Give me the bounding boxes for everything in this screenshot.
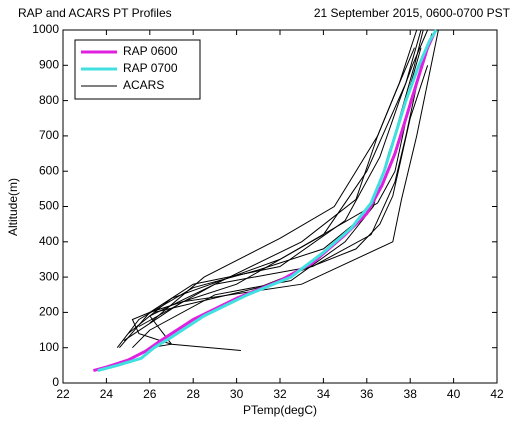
x-tick-label: 36 [360, 387, 374, 401]
x-tick-label: 26 [143, 387, 157, 401]
y-tick-label: 800 [39, 93, 59, 107]
chart-subtitle: 21 September 2015, 0600-0700 PST [314, 6, 511, 20]
x-tick-label: 42 [490, 387, 504, 401]
legend-label: RAP 0600 [123, 44, 178, 58]
acars-line [149, 47, 415, 324]
y-tick-label: 1000 [32, 22, 59, 36]
acars-line [153, 65, 429, 313]
x-tick-label: 40 [447, 387, 461, 401]
x-tick-label: 32 [273, 387, 287, 401]
y-tick-label: 200 [39, 305, 59, 319]
x-axis-label: PTemp(degC) [243, 403, 317, 417]
x-tick-label: 22 [56, 387, 70, 401]
y-tick-label: 100 [39, 340, 59, 354]
acars-line [119, 29, 429, 349]
y-tick-label: 500 [39, 199, 59, 213]
acars-line [131, 29, 422, 351]
y-tick-label: 300 [39, 269, 59, 283]
x-tick-label: 28 [187, 387, 201, 401]
legend-label: ACARS [123, 78, 164, 92]
chart-title: RAP and ACARS PT Profiles [18, 6, 172, 20]
y-tick-label: 900 [39, 57, 59, 71]
x-tick-label: 34 [317, 387, 331, 401]
y-tick-label: 400 [39, 234, 59, 248]
y-axis-label: Altitude(m) [6, 178, 20, 236]
legend-label: RAP 0700 [123, 61, 178, 75]
x-tick-label: 24 [100, 387, 114, 401]
x-tick-label: 30 [230, 387, 244, 401]
series-line [97, 29, 438, 373]
series-line [93, 32, 436, 373]
acars-line [116, 29, 424, 349]
acars-line [123, 29, 439, 342]
y-tick-label: 0 [52, 375, 59, 389]
y-tick-label: 700 [39, 128, 59, 142]
y-tick-label: 600 [39, 163, 59, 177]
x-tick-label: 38 [404, 387, 418, 401]
